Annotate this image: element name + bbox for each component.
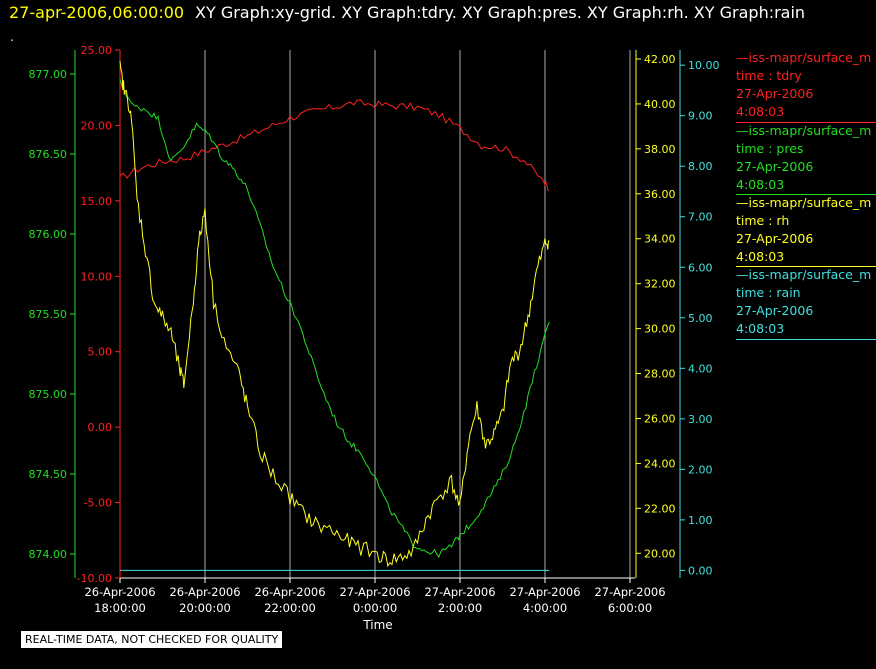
legend-variable: time : rh xyxy=(736,213,790,228)
rh-tick-label: 24.00 xyxy=(644,457,676,470)
header-graph-titles: XY Graph:xy-grid. XY Graph:tdry. XY Grap… xyxy=(195,3,806,22)
legend-entry-tdry: —iss-mapr/surface_m time : tdry 27-Apr-2… xyxy=(736,49,876,121)
x-tick-label: 27-Apr-2006 xyxy=(509,585,580,599)
tdry-tick-label: 20.00 xyxy=(81,119,113,132)
rain-tick-label: 8.00 xyxy=(688,160,713,173)
series-layer xyxy=(119,60,550,571)
rh-tick-label: 34.00 xyxy=(644,233,676,246)
rain-tick-label: 7.00 xyxy=(688,211,713,224)
tdry-tick-label: -10.00 xyxy=(77,572,112,585)
quality-notice: REAL-TIME DATA, NOT CHECKED FOR QUALITY xyxy=(21,631,283,648)
rain-tick-label: 10.00 xyxy=(688,59,720,72)
rh-tick-label: 32.00 xyxy=(644,278,676,291)
pres-tick-label: 877.00 xyxy=(29,68,68,81)
x-tick-label: 27-Apr-2006 xyxy=(339,585,410,599)
x-tick-label: 20:00:00 xyxy=(179,601,231,615)
legend-divider xyxy=(736,122,876,123)
rh-tick-label: 40.00 xyxy=(644,98,676,111)
x-tick-label: 26-Apr-2006 xyxy=(84,585,155,599)
pres-tick-label: 876.50 xyxy=(29,148,68,161)
rain-tick-label: 1.00 xyxy=(688,514,713,527)
tdry-tick-label: -5.00 xyxy=(84,497,112,510)
legend-source: —iss-mapr/surface_m xyxy=(736,195,872,210)
tdry-tick-label: 10.00 xyxy=(81,270,113,283)
legend-source: —iss-mapr/surface_m xyxy=(736,50,872,65)
rh-tick-label: 28.00 xyxy=(644,368,676,381)
stray-mark: . xyxy=(10,30,14,44)
pres-tick-label: 875.50 xyxy=(29,308,68,321)
legend-time: 4:08:03 xyxy=(736,321,785,336)
legend-source: —iss-mapr/surface_m xyxy=(736,267,872,282)
legend-variable: time : tdry xyxy=(736,68,802,83)
pres-tick-label: 874.50 xyxy=(29,468,68,481)
legend-divider xyxy=(736,339,876,340)
x-tick-label: 26-Apr-2006 xyxy=(169,585,240,599)
rh-tick-label: 38.00 xyxy=(644,143,676,156)
x-tick-label: 26-Apr-2006 xyxy=(254,585,325,599)
rain-tick-label: 6.00 xyxy=(688,261,713,274)
pres-tick-label: 874.00 xyxy=(29,548,68,561)
x-axis-label: Time xyxy=(362,618,392,632)
tdry-tick-label: 5.00 xyxy=(88,346,113,359)
x-tick-label: 22:00:00 xyxy=(264,601,316,615)
legend-entry-pres: —iss-mapr/surface_m time : pres 27-Apr-2… xyxy=(736,122,876,194)
rain-tick-label: 4.00 xyxy=(688,362,713,375)
pres-tick-label: 876.00 xyxy=(29,228,68,241)
legend-variable: time : pres xyxy=(736,141,804,156)
legend-date: 27-Apr-2006 xyxy=(736,303,814,318)
header-bar: 27-apr-2006,06:00:00 XY Graph:xy-grid. X… xyxy=(0,0,876,30)
pres-tick-label: 875.00 xyxy=(29,388,68,401)
legend-time: 4:08:03 xyxy=(736,104,785,119)
tdry-tick-label: 0.00 xyxy=(88,421,113,434)
x-tick-label: 27-Apr-2006 xyxy=(594,585,665,599)
rh-tick-label: 26.00 xyxy=(644,412,676,425)
legend-date: 27-Apr-2006 xyxy=(736,159,814,174)
x-tick-label: 27-Apr-2006 xyxy=(424,585,495,599)
rain-tick-label: 9.00 xyxy=(688,110,713,123)
legend-date: 27-Apr-2006 xyxy=(736,231,814,246)
x-tick-label: 2:00:00 xyxy=(438,601,482,615)
legend-date: 27-Apr-2006 xyxy=(736,86,814,101)
tdry-tick-label: 15.00 xyxy=(81,195,113,208)
rain-tick-label: 0.00 xyxy=(688,564,713,577)
header-timestamp: 27-apr-2006,06:00:00 xyxy=(9,3,185,22)
legend-entry-rain: —iss-mapr/surface_m time : rain 27-Apr-2… xyxy=(736,266,876,338)
series-line-rh xyxy=(119,60,550,568)
rh-tick-label: 36.00 xyxy=(644,188,676,201)
axes-layer: 26-Apr-2006 18:00:00 26-Apr-2006 20:00:00 26… xyxy=(29,44,720,615)
legend-entry-rh: —iss-mapr/surface_m time : rh 27-Apr-200… xyxy=(736,194,876,266)
rh-tick-label: 42.00 xyxy=(644,53,676,66)
rain-tick-label: 5.00 xyxy=(688,312,713,325)
x-tick-label: 18:00:00 xyxy=(94,601,146,615)
series-line-tdry xyxy=(119,99,550,192)
legend-divider xyxy=(736,194,876,195)
rh-tick-label: 30.00 xyxy=(644,323,676,336)
legend-time: 4:08:03 xyxy=(736,177,785,192)
legend-time: 4:08:03 xyxy=(736,249,785,264)
rain-tick-label: 3.00 xyxy=(688,413,713,426)
legend-source: —iss-mapr/surface_m xyxy=(736,123,872,138)
rh-tick-label: 22.00 xyxy=(644,502,676,515)
x-tick-label: 4:00:00 xyxy=(523,601,567,615)
x-tick-label: 6:00:00 xyxy=(608,601,652,615)
series-line-pres xyxy=(119,79,550,559)
grid-layer xyxy=(119,50,631,578)
legend-variable: time : rain xyxy=(736,285,801,300)
x-tick-label: 0:00:00 xyxy=(353,601,397,615)
legend-divider xyxy=(736,266,876,267)
tdry-tick-label: 25.00 xyxy=(81,44,113,57)
rain-tick-label: 2.00 xyxy=(688,463,713,476)
rh-tick-label: 20.00 xyxy=(644,547,676,560)
